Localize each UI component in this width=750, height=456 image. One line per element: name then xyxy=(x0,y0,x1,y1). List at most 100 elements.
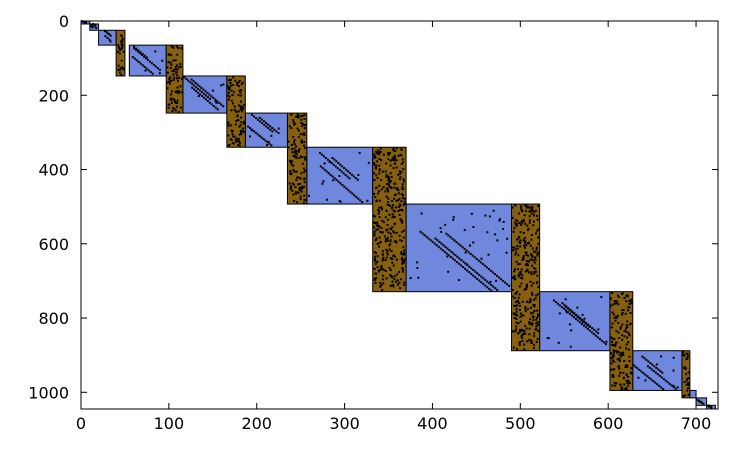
border-nonzero xyxy=(377,151,380,154)
diag-nonzero xyxy=(487,268,490,271)
diag-nonzero xyxy=(109,34,112,37)
border-nonzero xyxy=(297,115,300,118)
diag-nonzero xyxy=(199,93,202,96)
border-nonzero xyxy=(525,206,528,209)
border-nonzero xyxy=(386,236,389,239)
nonzeros-layer xyxy=(80,20,713,409)
border-nonzero xyxy=(521,209,524,212)
border-nonzero xyxy=(297,191,300,194)
border-nonzero xyxy=(172,70,175,73)
diag-nonzero xyxy=(488,215,491,218)
diag-nonzero xyxy=(197,95,200,98)
border-nonzero xyxy=(533,343,536,346)
diag-nonzero xyxy=(252,115,255,118)
border-nonzero xyxy=(233,135,236,138)
border-nonzero xyxy=(239,131,242,134)
border-nonzero xyxy=(524,222,527,225)
border-nonzero xyxy=(300,118,303,121)
border-nonzero xyxy=(402,178,405,181)
border-nonzero xyxy=(240,83,243,86)
border-nonzero xyxy=(238,79,241,82)
diag-nonzero xyxy=(266,144,269,147)
border-nonzero xyxy=(537,315,540,318)
border-nonzero xyxy=(296,113,299,116)
border-nonzero xyxy=(166,87,169,90)
diag-nonzero xyxy=(264,121,267,124)
diag-nonzero xyxy=(498,276,501,279)
diag-nonzero xyxy=(347,189,350,192)
border-nonzero xyxy=(378,236,381,239)
diag-nonzero xyxy=(262,138,265,141)
diag-nonzero xyxy=(560,306,563,309)
diag-nonzero xyxy=(141,64,144,67)
diag-nonzero xyxy=(220,103,223,106)
diag-nonzero xyxy=(197,87,200,90)
diag-nonzero xyxy=(500,278,503,281)
diag-nonzero xyxy=(204,90,207,93)
diag-nonzero xyxy=(558,312,561,315)
diag-nonzero xyxy=(357,174,360,177)
border-nonzero xyxy=(379,281,382,284)
border-nonzero xyxy=(373,192,376,195)
diag-nonzero xyxy=(263,123,266,126)
border-nonzero xyxy=(530,258,533,261)
diag-nonzero xyxy=(254,117,257,120)
diag-nonzero xyxy=(268,142,271,145)
border-nonzero xyxy=(609,297,612,300)
border-nonzero xyxy=(122,68,125,71)
border-nonzero xyxy=(167,80,170,83)
border-nonzero xyxy=(683,366,686,369)
border-nonzero xyxy=(292,164,295,167)
border-nonzero xyxy=(536,309,539,312)
border-nonzero xyxy=(526,308,529,311)
border-nonzero xyxy=(301,187,304,190)
diag-nonzero xyxy=(700,401,703,404)
diag-nonzero xyxy=(271,126,274,129)
border-nonzero xyxy=(536,229,539,232)
border-nonzero xyxy=(524,332,527,335)
diag-nonzero xyxy=(652,380,655,383)
border-nonzero xyxy=(378,206,381,209)
x-tick-label: 100 xyxy=(154,414,185,433)
border-nonzero xyxy=(374,196,377,199)
border-nonzero xyxy=(522,314,525,317)
border-nonzero xyxy=(169,66,172,69)
diag-nonzero xyxy=(660,376,663,379)
border-nonzero xyxy=(287,140,290,143)
diag-nonzero xyxy=(353,194,356,197)
border-nonzero xyxy=(290,185,293,188)
border-nonzero xyxy=(513,270,516,273)
border-nonzero xyxy=(612,354,615,357)
border-nonzero xyxy=(376,242,379,245)
border-nonzero xyxy=(402,229,405,232)
border-nonzero xyxy=(514,328,517,331)
border-nonzero xyxy=(118,47,121,50)
border-nonzero xyxy=(625,326,628,329)
border-nonzero xyxy=(516,291,519,294)
diag-nonzero xyxy=(459,244,462,247)
border-nonzero xyxy=(389,164,392,167)
diag-nonzero xyxy=(642,372,645,375)
border-nonzero xyxy=(528,301,531,304)
border-nonzero xyxy=(626,320,629,323)
border-nonzero xyxy=(529,318,532,321)
border-nonzero xyxy=(522,218,525,221)
border-nonzero xyxy=(176,79,179,82)
diag-nonzero xyxy=(324,156,327,159)
diag-nonzero xyxy=(476,277,479,280)
border-nonzero xyxy=(239,100,242,103)
border-nonzero xyxy=(293,140,296,143)
border-nonzero xyxy=(293,147,296,150)
border-nonzero xyxy=(229,78,232,81)
border-nonzero xyxy=(303,177,306,180)
border-nonzero xyxy=(295,145,298,148)
border-nonzero xyxy=(382,257,385,260)
border-nonzero xyxy=(400,163,403,166)
border-nonzero xyxy=(523,246,526,249)
border-nonzero xyxy=(393,278,396,281)
diag-nonzero xyxy=(89,25,92,28)
border-nonzero xyxy=(170,63,173,66)
border-nonzero xyxy=(687,387,690,390)
border-nonzero xyxy=(394,194,397,197)
border-nonzero xyxy=(388,244,391,247)
